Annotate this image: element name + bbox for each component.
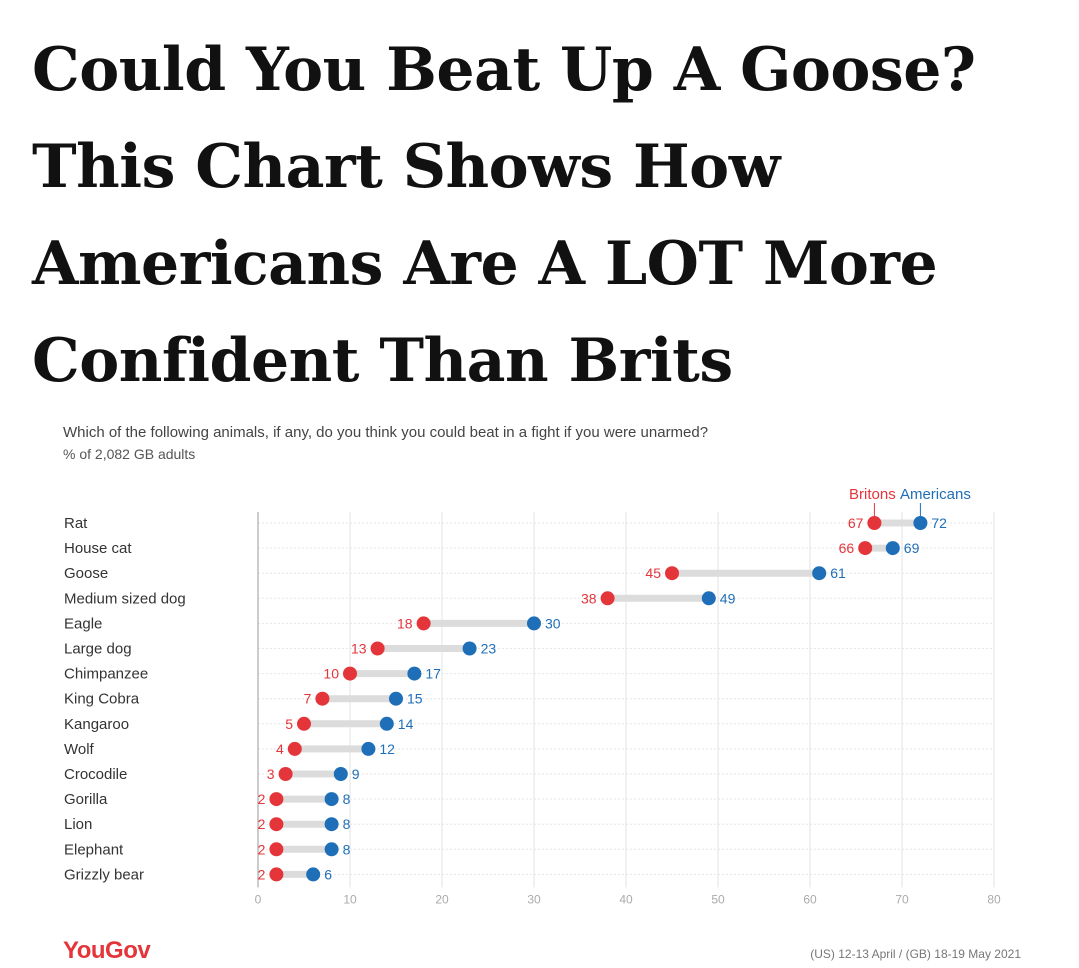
americans-dot: [333, 767, 348, 781]
category-label: Eagle: [64, 615, 102, 632]
americans-value-label: 17: [425, 666, 441, 682]
britons-dot: [858, 541, 873, 556]
americans-value-label: 14: [398, 716, 414, 732]
category-label: House cat: [64, 540, 132, 557]
x-tick-label: 70: [895, 892, 909, 906]
britons-dot: [315, 691, 330, 706]
britons-value-label: 2: [258, 841, 266, 857]
americans-value-label: 69: [904, 540, 920, 556]
category-label: Crocodile: [64, 766, 127, 783]
americans-value-label: 8: [343, 841, 351, 857]
americans-dot: [324, 817, 339, 832]
britons-value-label: 7: [304, 691, 312, 707]
americans-dot: [462, 641, 477, 656]
britons-dot: [287, 741, 302, 756]
americans-dot: [527, 616, 541, 631]
britons-dot: [665, 566, 679, 581]
americans-value-label: 30: [545, 615, 561, 631]
britons-dot: [269, 792, 284, 807]
americans-value-label: 9: [352, 766, 360, 782]
category-label: Rat: [64, 515, 88, 532]
britons-value-label: 2: [258, 791, 266, 807]
britons-value-label: 5: [285, 716, 293, 732]
category-label: Goose: [64, 565, 108, 582]
americans-dot: [306, 867, 321, 882]
americans-dot: [361, 741, 376, 756]
chart-subtitle: Which of the following animals, if any, …: [63, 424, 709, 441]
britons-value-label: 66: [839, 540, 855, 556]
britons-value-label: 13: [351, 641, 367, 657]
x-tick-label: 30: [527, 892, 541, 906]
americans-value-label: 61: [830, 565, 846, 581]
americans-value-label: 12: [379, 741, 395, 757]
britons-dot: [269, 817, 284, 832]
x-tick-label: 40: [619, 892, 633, 906]
category-label: Gorilla: [64, 791, 108, 808]
category-label: Grizzly bear: [64, 866, 144, 883]
survey-dates: (US) 12-13 April / (GB) 18-19 May 2021: [810, 947, 1021, 961]
x-tick-label: 10: [343, 892, 357, 906]
britons-dot: [343, 666, 357, 681]
legend-americans: Americans: [900, 486, 971, 503]
americans-dot: [885, 541, 900, 556]
chart-sample-note: % of 2,082 GB adults: [63, 446, 196, 462]
x-tick-label: 20: [435, 892, 449, 906]
category-label: Kangaroo: [64, 716, 129, 733]
americans-value-label: 8: [343, 791, 351, 807]
americans-dot: [701, 591, 716, 606]
category-label: King Cobra: [64, 691, 140, 708]
britons-value-label: 38: [581, 590, 597, 606]
category-label: Large dog: [64, 641, 132, 658]
category-label: Elephant: [64, 841, 124, 858]
category-label: Medium sized dog: [64, 590, 186, 607]
americans-dot: [379, 716, 394, 731]
americans-value-label: 6: [324, 866, 332, 882]
americans-value-label: 72: [931, 515, 947, 531]
britons-value-label: 45: [645, 565, 661, 581]
americans-value-label: 15: [407, 691, 423, 707]
x-tick-label: 50: [711, 892, 725, 906]
category-label: Lion: [64, 816, 92, 833]
category-label: Chimpanzee: [64, 666, 148, 683]
americans-dot: [389, 691, 403, 706]
britons-value-label: 2: [258, 866, 266, 882]
x-tick-label: 80: [987, 892, 1001, 906]
legend-britons: Britons: [849, 486, 896, 503]
britons-value-label: 67: [848, 515, 864, 531]
americans-dot: [407, 666, 422, 681]
britons-dot: [867, 516, 882, 530]
x-tick-label: 60: [803, 892, 817, 906]
britons-dot: [278, 767, 293, 781]
americans-dot: [913, 516, 928, 530]
britons-dot: [269, 842, 284, 857]
britons-value-label: 4: [276, 741, 284, 757]
yougov-logo: YouGov: [63, 937, 151, 964]
americans-value-label: 8: [343, 816, 351, 832]
britons-value-label: 3: [267, 766, 275, 782]
x-tick-label: 0: [255, 892, 262, 906]
americans-dot: [324, 792, 339, 807]
americans-dot: [324, 842, 339, 857]
britons-value-label: 10: [323, 666, 339, 682]
americans-dot: [812, 566, 827, 581]
category-label: Wolf: [64, 741, 95, 758]
americans-value-label: 49: [720, 590, 736, 606]
britons-dot: [600, 591, 615, 606]
britons-dot: [269, 867, 284, 882]
headline: Could You Beat Up A Goose? This Chart Sh…: [32, 35, 976, 396]
britons-dot: [297, 716, 311, 731]
americans-value-label: 23: [481, 641, 497, 657]
britons-value-label: 2: [258, 816, 266, 832]
britons-value-label: 18: [397, 615, 413, 631]
britons-dot: [416, 616, 431, 631]
britons-dot: [370, 641, 385, 656]
